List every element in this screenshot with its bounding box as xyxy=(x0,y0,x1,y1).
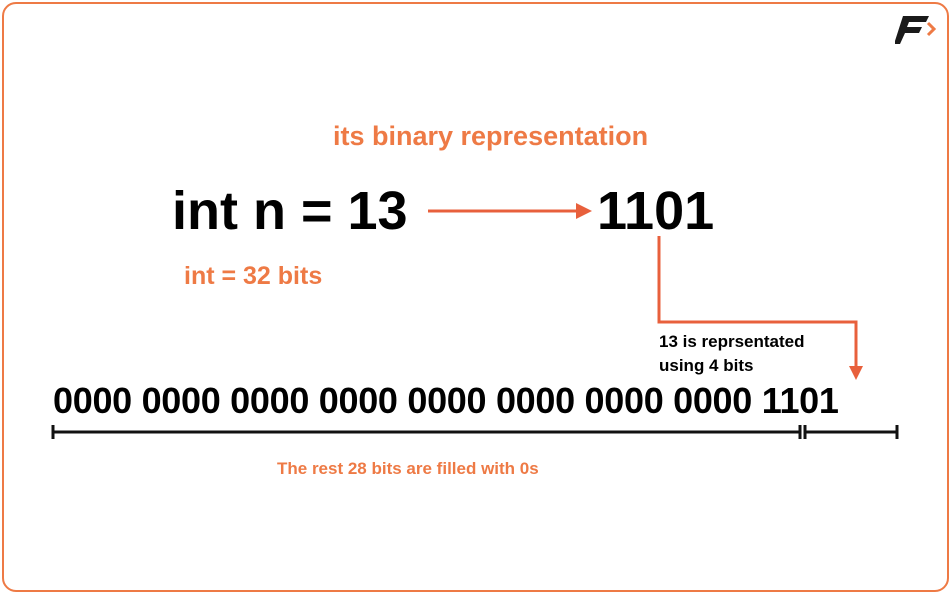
arrow-right xyxy=(428,203,592,219)
note-line2: using 4 bits xyxy=(659,356,754,375)
full-binary: 0000 0000 0000 0000 0000 0000 0000 0000 … xyxy=(53,380,839,421)
bracket-28-bits xyxy=(51,425,802,439)
binary-value: 1101 xyxy=(597,181,715,241)
note-line1: 13 is reprsentated xyxy=(659,332,805,351)
expression: int n = 13 xyxy=(172,181,408,241)
rest-label: The rest 28 bits are filled with 0s xyxy=(277,459,539,478)
heading: its binary representation xyxy=(333,121,649,151)
arrow-down xyxy=(657,236,863,380)
int-size-label: int = 32 bits xyxy=(184,262,323,290)
logo xyxy=(895,14,940,46)
bracket-4-bits xyxy=(803,425,899,439)
